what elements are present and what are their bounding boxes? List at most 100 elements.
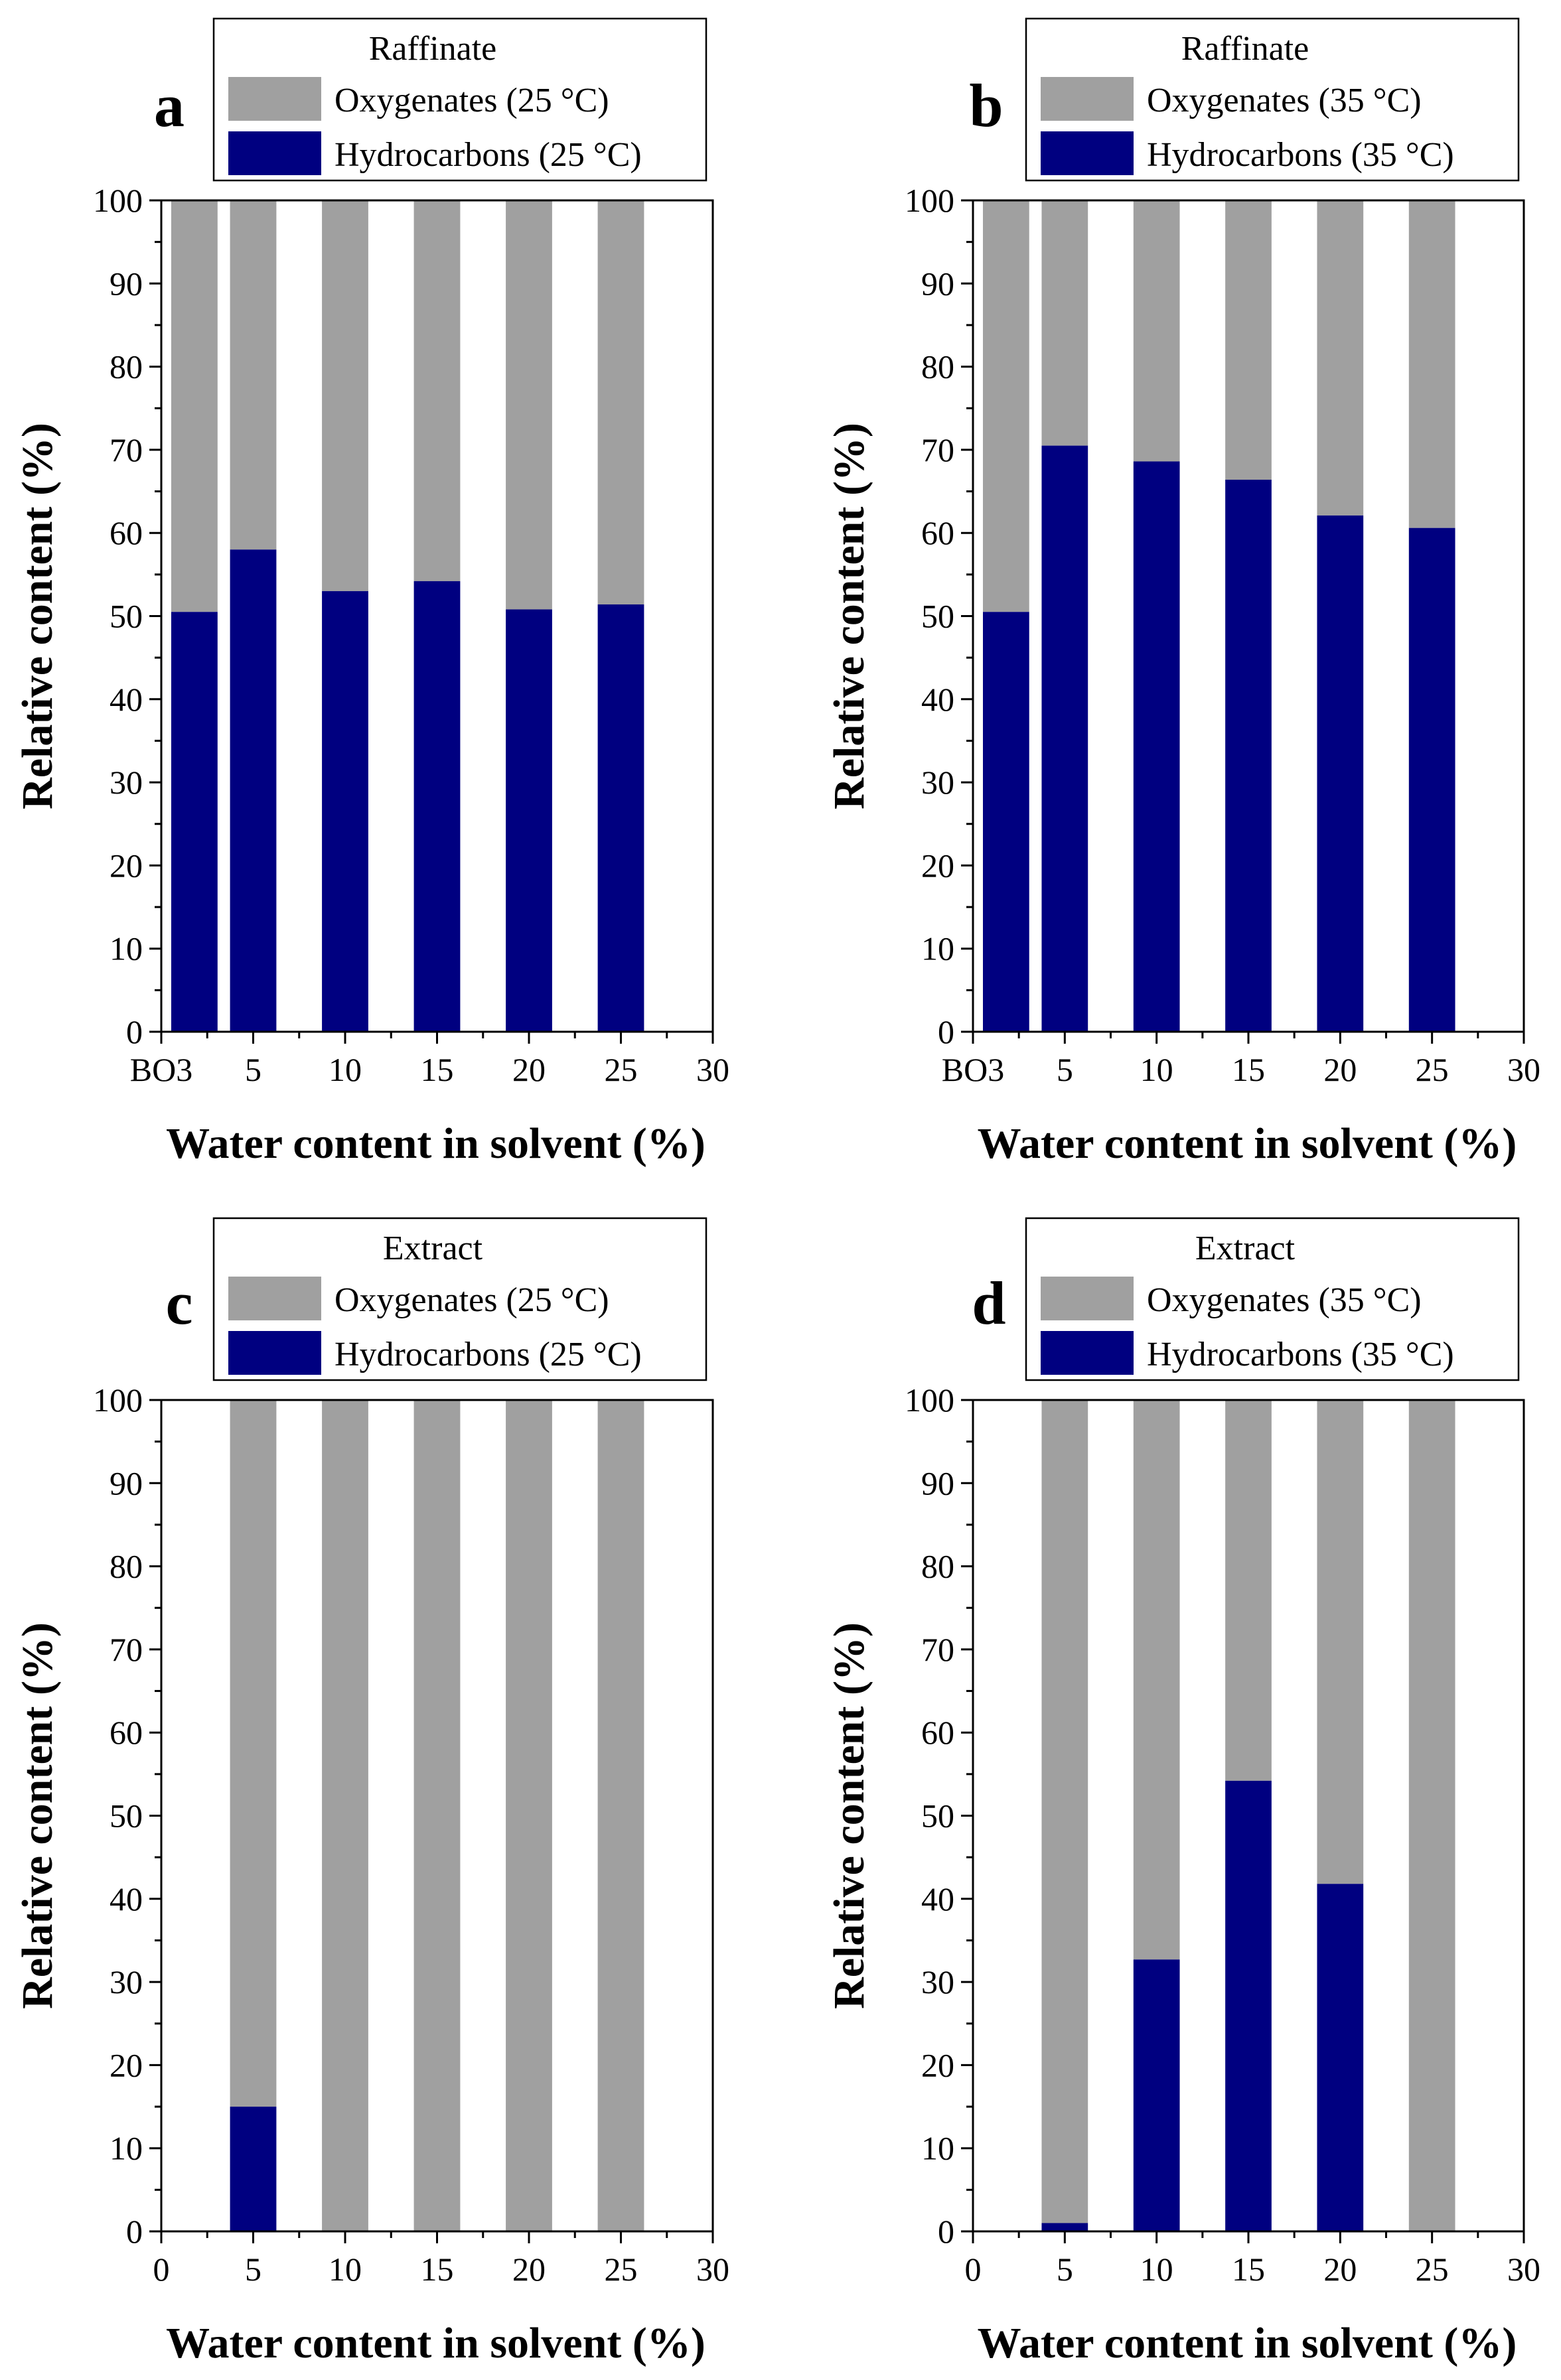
legend-swatch-hydrocarbons	[1041, 131, 1134, 175]
y-tick-label: 70	[921, 431, 954, 468]
legend-label-hydrocarbons: Hydrocarbons (25 °C)	[334, 136, 642, 174]
bar-hydrocarbons	[1133, 461, 1180, 1032]
y-tick-label: 80	[921, 348, 954, 385]
y-axis-title: Relative content (%)	[13, 1622, 62, 2009]
legend-title: Raffinate	[369, 30, 497, 68]
bar-oxygenates	[1408, 200, 1455, 528]
legend-swatch-hydrocarbons	[228, 1331, 321, 1375]
y-tick-label: 40	[110, 681, 143, 718]
bar-oxygenates	[1225, 1400, 1272, 1781]
panel-b: 0 10 20 30 40 50 60 70 80 90 100 BO3 5 10 15 20 25 30 Wate…	[825, 17, 1540, 1168]
y-axis-title: Relative content (%)	[825, 423, 873, 809]
y-axis-title: Relative content (%)	[13, 423, 62, 809]
x-axis-title: Water content in solvent (%)	[166, 1119, 706, 1168]
bar-hydrocarbons	[413, 581, 461, 1032]
y-tick-label: 10	[921, 930, 954, 967]
x-tick-label: 10	[329, 2251, 362, 2288]
x-tick-label: 5	[245, 1051, 261, 1088]
y-tick-label: 30	[921, 1963, 954, 2000]
y-tick-label: 50	[110, 598, 143, 635]
y-tick-label: 50	[921, 1797, 954, 1835]
bar-oxygenates	[506, 1400, 552, 2231]
bar-oxygenates	[1408, 1400, 1455, 2231]
y-tick-label: 60	[110, 1714, 143, 1751]
y-tick-label: 40	[921, 681, 954, 718]
y-tick-label: 10	[110, 2130, 143, 2167]
bar-hydrocarbons	[983, 612, 1029, 1032]
x-axis-title: Water content in solvent (%)	[166, 2319, 706, 2367]
y-tick-label: 50	[110, 1797, 143, 1835]
x-tick-label: 5	[245, 2251, 261, 2288]
x-tick-label: BO3	[130, 1051, 192, 1088]
x-tick-label: 15	[421, 2251, 454, 2288]
bar-oxygenates	[413, 1400, 461, 2231]
legend: Raffinate Oxygenates (25 °C) Hydrocarbons …	[212, 17, 707, 182]
y-tick-label: 100	[93, 1381, 143, 1419]
y-tick-label: 10	[110, 930, 143, 967]
legend-swatch-hydrocarbons	[1041, 1331, 1134, 1375]
y-tick-label: 0	[938, 2213, 954, 2250]
y-tick-label: 60	[921, 514, 954, 551]
x-axis-title: Water content in solvent (%)	[978, 1119, 1517, 1168]
y-tick-label: 70	[110, 1631, 143, 1668]
y-tick-label: 30	[110, 764, 143, 801]
y-tick-label: 100	[905, 182, 954, 219]
y-tick-label: 40	[110, 1880, 143, 1918]
legend-swatch-oxygenates	[1041, 1277, 1134, 1320]
x-tick-label: 30	[696, 1051, 729, 1088]
y-tick-label: 20	[921, 847, 954, 884]
x-tick-label: 30	[696, 2251, 729, 2288]
x-tick-label: 15	[421, 1051, 454, 1088]
x-tick-label: 25	[1416, 2251, 1449, 2288]
y-tick-label: 90	[921, 1464, 954, 1502]
bar-oxygenates	[230, 200, 277, 550]
bar-hydrocarbons	[1133, 1959, 1180, 2231]
x-tick-label: 5	[1057, 2251, 1073, 2288]
bar-hydrocarbons	[230, 549, 277, 1032]
bar-oxygenates	[1317, 200, 1364, 516]
legend-swatch-oxygenates	[1041, 77, 1134, 121]
x-tick-label: 20	[512, 1051, 546, 1088]
x-tick-label: 20	[1323, 1051, 1357, 1088]
bar-hydrocarbons	[597, 604, 644, 1032]
bar-oxygenates	[506, 200, 552, 610]
y-tick-label: 0	[126, 1013, 143, 1050]
bar-hydrocarbons	[322, 591, 368, 1032]
legend: Raffinate Oxygenates (35 °C) Hydrocarbons …	[1025, 17, 1520, 182]
bar-oxygenates	[413, 200, 461, 581]
y-tick-label: 0	[126, 2213, 143, 2250]
y-tick-label: 20	[110, 847, 143, 884]
legend: Extract Oxygenates (25 °C) Hydrocarbons (2…	[212, 1217, 707, 1381]
bar-oxygenates	[983, 200, 1029, 612]
y-tick-label: 0	[938, 1013, 954, 1050]
y-tick-label: 10	[921, 2130, 954, 2167]
bar-oxygenates	[230, 1400, 277, 2107]
bar-oxygenates	[597, 1400, 644, 2231]
y-tick-label: 40	[921, 1880, 954, 1918]
x-tick-label: BO3	[942, 1051, 1004, 1088]
legend-swatch-oxygenates	[228, 1277, 321, 1320]
panel-letter: d	[972, 1269, 1005, 1337]
legend-label-hydrocarbons: Hydrocarbons (35 °C)	[1147, 136, 1454, 174]
bar-oxygenates	[1133, 200, 1180, 462]
y-tick-label: 90	[110, 1464, 143, 1502]
bar-hydrocarbons	[1041, 2223, 1088, 2231]
y-tick-label: 50	[921, 598, 954, 635]
y-tick-label: 30	[110, 1963, 143, 2000]
x-tick-label: 30	[1507, 2251, 1540, 2288]
x-tick-label: 30	[1507, 1051, 1540, 1088]
y-axis-title: Relative content (%)	[825, 1622, 873, 2009]
y-tick-label: 60	[921, 1714, 954, 1751]
bar-hydrocarbons	[1041, 445, 1088, 1032]
y-tick-label: 80	[921, 1548, 954, 1585]
bar-hydrocarbons	[506, 609, 552, 1032]
bar-hydrocarbons	[1408, 527, 1455, 1032]
legend-label-oxygenates: Oxygenates (25 °C)	[334, 82, 609, 119]
y-tick-label: 80	[110, 348, 143, 385]
legend-swatch-hydrocarbons	[228, 131, 321, 175]
y-tick-label: 60	[110, 514, 143, 551]
y-tick-label: 90	[110, 265, 143, 302]
bar-oxygenates	[1133, 1400, 1180, 1960]
bar-oxygenates	[322, 200, 368, 591]
